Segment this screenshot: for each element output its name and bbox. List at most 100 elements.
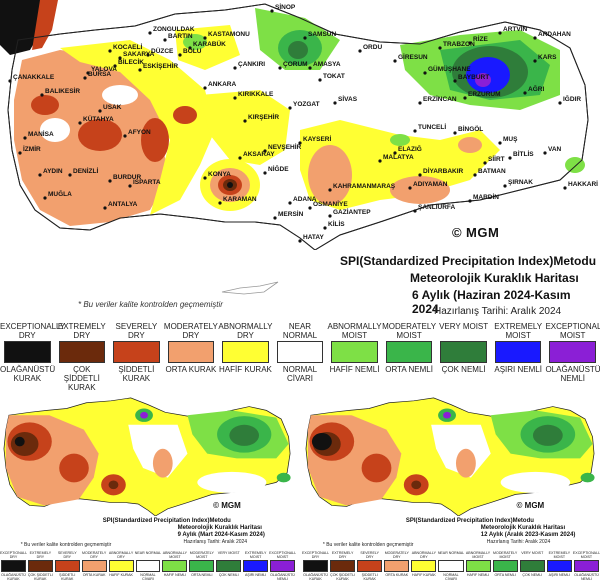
sub-map-9-month: © MGM SPI(Standardized Precipitation Inde… [0,394,296,586]
city-label: SİİRT [488,155,505,163]
city-label: BAYBURT [458,74,489,81]
city-dot [318,78,322,82]
sub-west-extreme [10,432,39,456]
turkey-border [7,3,589,250]
legend-swatch [440,341,487,363]
sub-legend-item: EXCEPTIONALLY DRY OLAĞANÜSTÜ KURAK [0,551,27,582]
hakkari-moist [565,157,585,173]
city-dot [40,93,44,97]
sub-legend-label-en: MODERATELY MOIST [493,551,518,559]
city-label: ADIYAMAN [413,181,448,188]
city-dot [298,239,302,243]
city-dot [128,184,132,188]
city-label: ARTVİN [503,25,528,33]
city-label: AFYON [128,129,151,136]
sub-prepared-date: Hazırlanış Tarihi: Aralık 2024 [183,539,248,545]
city-label: ERZİNCAN [423,95,457,103]
legend-item: EXCEPTIONALLY DRY OLAĞANÜSTÜ KURAK [0,322,66,383]
sub-legend-label-en: VERY MOIST [217,551,240,555]
sub-legend-label-en: MODERATELY DRY [384,551,409,559]
main-title-line1: SPI(Standardized Precipitation Index)Met… [340,254,597,268]
city-label: NİĞDE [268,164,289,173]
legend-item: MODERATELY DRY ORTA KURAK [164,322,219,374]
city-label: ANKARA [208,81,236,88]
sub-legend-swatch [411,560,437,572]
city-dot [278,66,282,70]
sub-legend-item: EXCEPTIONALLY DRY OLAĞANÜSTÜ KURAK [302,551,329,582]
city-dot [328,214,332,218]
sub-legend-label-tr: ŞİDDETLİ KURAK [59,573,76,581]
copyright-icon: © [516,501,525,510]
sub-title-line2: Meteorolojik Kuraklık Haritası [177,525,262,531]
city-label: HAKKARİ [568,180,598,188]
city-dot [503,184,507,188]
city-dot [378,159,382,163]
legend-label-tr: ORTA KURAK [165,365,217,374]
northeast-exceptional-moist [475,73,491,87]
sub-logo-text: MGM [221,501,241,510]
elazig-moist [390,134,410,146]
sub-karaman-extreme [108,480,119,490]
legend-label-en: EXTREMELY MOIST [494,322,543,340]
legend-swatch [167,341,215,363]
sub-legend-label-tr: OLAĞANÜSTÜ KURAK [1,573,26,581]
sub-legend-label-en: NEAR NORMAL [437,551,465,555]
karaman-exceptional [227,182,233,188]
city-label: BURSA [88,71,111,78]
city-dot [418,173,422,177]
sub-legend-swatch [303,560,329,572]
normal-island-manisa [40,118,70,142]
city-label: SİVAS [338,95,358,103]
sub-legend-item: MODERATELY MOIST ORTA NEMLİ [188,551,215,582]
city-label: ANTALYA [108,201,138,208]
sub-prepared-date: Hazırlanış Tarihi: Aralık 2024 [486,539,551,545]
legend-label-tr: HAFİF KURAK [218,365,272,374]
sub-legend-swatch [216,560,242,572]
city-dot [108,49,112,53]
sub-samsun-exceptional-moist [443,411,451,419]
city-dot [453,131,457,135]
sub-legend-label-en: NEAR NORMAL [134,551,162,555]
city-dot [333,101,337,105]
sub-legend-swatch [270,560,295,572]
sub-legend-swatch [546,560,572,572]
legend-label-tr: OLAĞANÜSTÜ KURAK [0,365,56,383]
legend-item: VERY MOIST ÇOK NEMLİ [436,322,491,374]
sub-title-line1: SPI(Standardized Precipitation Index)Met… [102,518,231,524]
legend-label-tr: ŞİDDETLİ KURAK [118,365,155,383]
legend-swatch [113,341,160,363]
sub-legend-label-en: EXTREMELY DRY [29,551,52,559]
sub-legend-swatch [438,560,464,572]
city-label: USAK [103,104,122,111]
sub-legend-label-en: ABNORMALLY MOIST [465,551,491,559]
copyright-icon: © [213,501,222,510]
logo-text: MGM [466,225,500,240]
city-dot [233,96,237,100]
city-label: TUNCELİ [418,123,446,131]
city-label: TRABZON [443,41,475,48]
sub-legend-label-tr: HAFİF NEMLİ [163,573,187,577]
city-dot [118,56,122,60]
legend-item: ABNORMALLY DRY HAFİF KURAK [218,322,273,374]
copyright-icon: © [452,225,462,240]
city-dot [468,199,472,203]
sub-legend-item: EXCEPTIONALLY MOIST OLAĞANÜSTÜ NEMLİ [573,551,600,582]
severe-dry-izmir [31,95,59,115]
city-label: AKSARAY [243,151,275,158]
city-dot [423,71,427,75]
legend-label-tr: ORTA NEMLİ [385,365,433,374]
city-label: MUŞ [503,136,518,143]
central-yellow [200,90,290,165]
city-dot [393,151,397,155]
city-label: ERZURUM [468,91,501,98]
city-label: MUĞLA [48,189,72,198]
legend-label-en: EXCEPTIONALLY DRY [0,322,66,340]
sub-legend-label-tr: AŞIRI NEMLİ [548,573,571,577]
sub-central-severe [59,453,89,483]
legend-label-en: MODERATELY MOIST [382,322,437,340]
city-dot [263,149,267,153]
sub-legend-label-en: EXTREMELY DRY [331,551,354,559]
city-label: MARDİN [473,193,499,201]
sub-legend-label-tr: OLAĞANÜSTÜ KURAK [303,573,328,581]
